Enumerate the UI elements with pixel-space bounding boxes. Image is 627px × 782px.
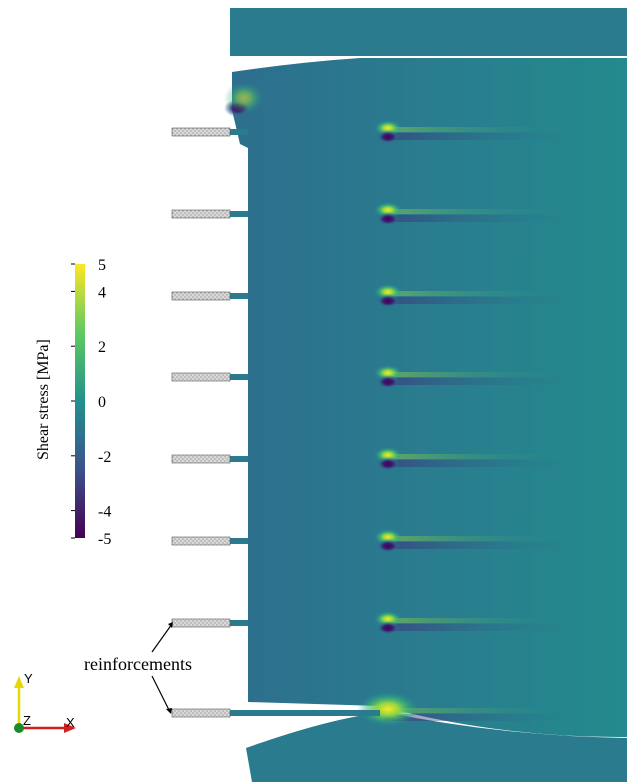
embedded-reinforcement (230, 211, 248, 217)
low-stress-streak (385, 624, 585, 631)
high-stress-streak (385, 454, 565, 459)
annotation-arrowhead-lower (166, 708, 172, 714)
low-stress-streak (385, 378, 585, 385)
colorbar-tick-label: 0 (98, 394, 106, 411)
colorbar-tick-label: -5 (98, 531, 111, 548)
reinforcement-annotation: reinforcements (84, 622, 192, 714)
colorbar-tick-label: 4 (98, 284, 106, 301)
embedded-reinforcement (230, 293, 248, 299)
low-stress-zone (376, 457, 400, 471)
top-soil-block (230, 8, 627, 56)
axes-triad: Y X Z (14, 671, 76, 733)
low-stress-zone (376, 375, 400, 389)
colorbar-tick-label: 2 (98, 339, 106, 356)
embedded-reinforcement (230, 374, 248, 380)
high-stress-streak (385, 372, 565, 377)
z-axis-label: Z (23, 713, 31, 728)
high-stress-streak (385, 536, 565, 541)
reinforcement-strip (172, 210, 230, 218)
reinforcement-strip (172, 709, 230, 717)
colorbar-tick-label: 5 (98, 257, 106, 274)
low-stress-zone (376, 294, 400, 308)
low-stress-streak (385, 297, 585, 304)
high-stress-streak (385, 291, 565, 296)
low-stress-streak (385, 215, 585, 222)
embedded-reinforcement (230, 710, 380, 716)
soil-domain (232, 58, 627, 737)
colorbar-tick-label: -4 (98, 504, 111, 521)
low-stress-streak (385, 460, 585, 467)
low-stress-streak (385, 542, 585, 549)
reinforcement-strip (172, 292, 230, 300)
reinforcement-strip (172, 455, 230, 463)
x-axis-label: X (66, 715, 75, 730)
colorbar-title: Shear stress [MPa] (35, 339, 52, 460)
low-stress-zone (376, 212, 400, 226)
corner-high-stress-zone (224, 82, 264, 114)
reinforcement-strip (172, 537, 230, 545)
reinforcement-strip (172, 373, 230, 381)
high-stress-zone (357, 691, 419, 726)
reinforcement-strip (172, 128, 230, 136)
y-axis-arrow (14, 676, 24, 688)
annotation-arrow-upper (152, 624, 172, 652)
z-axis-dot (14, 723, 24, 733)
annotation-arrow-lower (152, 676, 170, 712)
reinforcement-strip (172, 619, 230, 627)
high-stress-streak (385, 127, 565, 132)
annotation-label: reinforcements (84, 654, 192, 674)
embedded-reinforcement (230, 456, 248, 462)
colorbar-tick-label: -2 (98, 449, 111, 466)
y-axis-label: Y (24, 671, 33, 686)
high-stress-streak (385, 618, 565, 623)
low-stress-zone (376, 130, 400, 144)
low-stress-streak (385, 133, 585, 140)
high-stress-streak (385, 209, 565, 214)
embedded-reinforcement (230, 620, 248, 626)
embedded-reinforcement (230, 538, 248, 544)
colorbar-gradient (75, 264, 85, 538)
colorbar: 5 4 2 0 -2 -4 -5 Shear stress [MPa] (35, 257, 111, 548)
embedded-reinforcement (230, 129, 248, 135)
low-stress-zone (376, 621, 400, 635)
low-stress-zone (376, 539, 400, 553)
